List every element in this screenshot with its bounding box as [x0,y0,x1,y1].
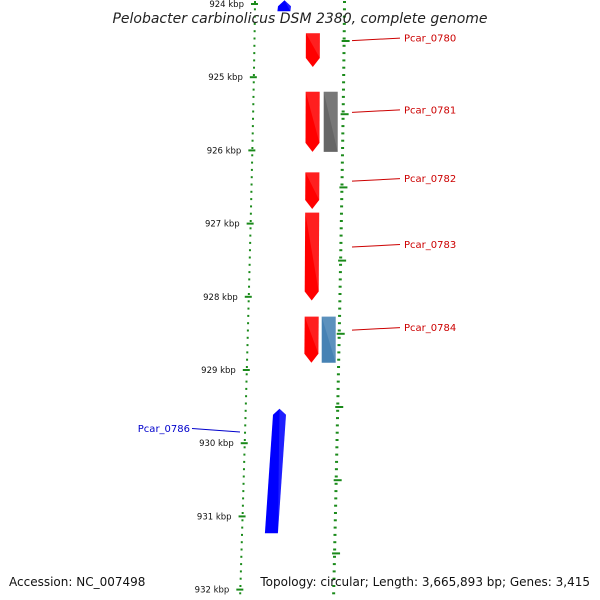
gene-label: Pcar_0783 [404,240,456,251]
forward-gene-highlight [305,91,320,143]
rna-feature [321,316,336,363]
gene-label-connector [351,109,401,113]
forward-gene [304,316,319,363]
gene-label: Pcar_0786 [138,424,190,435]
tick-label: 924 kbp [209,0,244,10]
accession-text: Accession: NC_007498 [9,575,145,589]
forward-gene-highlight [305,33,320,58]
forward-gene-highlight [304,316,319,354]
reverse-gene-highlight [284,0,291,12]
gene-label: Pcar_0781 [404,105,456,116]
gene-label-connector [351,244,401,248]
gene-label-connector [351,178,401,182]
forward-gene [304,212,320,301]
tick-label: 928 kbp [203,293,238,303]
tick-label: 930 kbp [199,439,234,449]
gene-label: Pcar_0782 [404,174,456,185]
rna-feature [323,91,338,152]
rna-feature-highlight [321,316,336,363]
gene-features [264,0,338,534]
tick-label: 927 kbp [205,220,240,230]
reverse-gene-highlight [277,408,286,534]
gene-labels: Pcar_0780 Pcar_0781 Pcar_0782 Pcar_0783 Pcar… [138,34,456,435]
tick-label: 929 kbp [201,366,236,376]
tick-marks: 924 kbp 925 kbp 926 kbp 927 kbp 928 kbp 929 k… [195,0,350,596]
forward-gene [305,33,320,67]
forward-gene [305,91,320,152]
forward-gene-highlight [305,212,320,292]
forward-gene-highlight [305,172,320,200]
gene-label-connector [351,327,401,331]
gene-label-connector [351,37,401,42]
rna-feature-highlight [323,91,338,152]
genome-summary-text: Topology: circular; Length: 3,665,893 bp… [259,575,590,589]
tick-label: 932 kbp [195,586,230,596]
tick-label: 931 kbp [197,512,232,522]
reverse-gene [264,408,286,534]
gene-label: Pcar_0784 [404,323,456,334]
map-title: Pelobacter carbinolicus DSM 2380, comple… [112,11,487,27]
gene-label-connector [191,428,241,433]
gene-label: Pcar_0780 [404,34,456,45]
forward-gene [305,172,320,209]
tick-label: 926 kbp [207,146,242,156]
reverse-gene [277,0,291,12]
tick-label: 925 kbp [208,73,243,83]
